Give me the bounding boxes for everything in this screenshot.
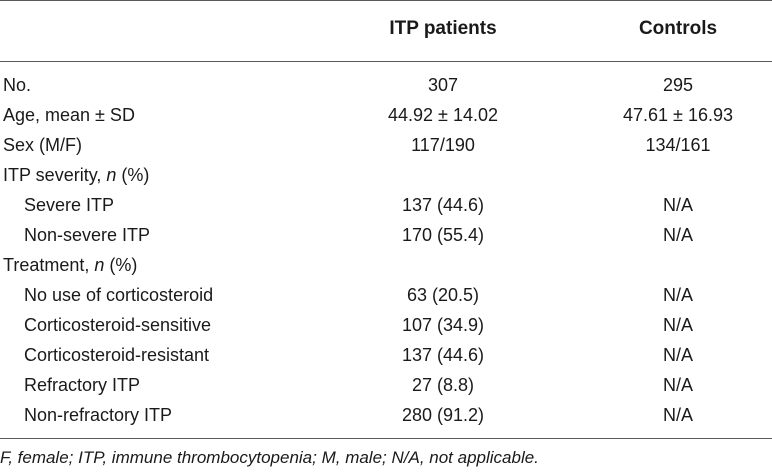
table-top-rule: [0, 0, 772, 1]
itp-value: 117/190: [411, 135, 475, 155]
itp-value: 44.92 ± 14.02: [388, 105, 498, 125]
itp-value: 137 (44.6): [401, 195, 485, 215]
row-label-text: Treatment,: [3, 255, 95, 275]
itp-value: 137 (44.6): [401, 345, 485, 365]
itp-value: 27 (8.8): [411, 375, 475, 395]
table-bottom-rule: [0, 438, 772, 439]
controls-value: N/A: [662, 375, 693, 395]
controls-value: N/A: [662, 225, 693, 245]
controls-value: N/A: [662, 405, 693, 425]
itp-value: 107 (34.9): [401, 315, 485, 335]
table-row: Sex (M/F) 117/190 134/161: [0, 130, 772, 160]
table-row: Refractory ITP 27 (8.8) N/A: [0, 370, 772, 400]
row-label: No.: [3, 75, 32, 95]
table-header-rule: [0, 61, 772, 62]
row-label-italic: n: [106, 165, 117, 185]
row-label: Corticosteroid-resistant: [24, 345, 210, 365]
row-label: ITP severity, n (%): [3, 160, 149, 190]
controls-value: 134/161: [645, 135, 711, 155]
row-label: Age, mean ± SD: [3, 105, 135, 125]
controls-value: 295: [662, 75, 694, 95]
row-label-italic: n: [94, 255, 105, 275]
row-label-suffix: (%): [116, 165, 150, 185]
itp-value: 170 (55.4): [401, 225, 485, 245]
row-label: Corticosteroid-sensitive: [24, 315, 212, 335]
row-label: No use of corticosteroid: [24, 285, 214, 305]
table-row: Age, mean ± SD 44.92 ± 14.02 47.61 ± 16.…: [0, 100, 772, 130]
table-row: Corticosteroid-sensitive 107 (34.9) N/A: [0, 310, 772, 340]
controls-value: N/A: [662, 285, 693, 305]
table-row: No. 307 295: [0, 70, 772, 100]
table-row: Non-refractory ITP 280 (91.2) N/A: [0, 400, 772, 430]
row-label: Refractory ITP: [24, 375, 141, 395]
itp-value: 63 (20.5): [406, 285, 480, 305]
table-row-section-header: Treatment, n (%): [0, 250, 772, 280]
row-label: Non-refractory ITP: [24, 405, 173, 425]
row-label: Treatment, n (%): [3, 250, 137, 280]
table-row: Severe ITP 137 (44.6) N/A: [0, 190, 772, 220]
controls-value: N/A: [662, 195, 693, 215]
row-label: Sex (M/F): [3, 135, 82, 155]
controls-value: N/A: [662, 345, 693, 365]
row-label: Severe ITP: [24, 195, 115, 215]
row-label-suffix: (%): [104, 255, 138, 275]
controls-value: N/A: [662, 315, 693, 335]
table-row: Corticosteroid-resistant 137 (44.6) N/A: [0, 340, 772, 370]
itp-value: 280 (91.2): [401, 405, 485, 425]
table-footnote: F, female; ITP, immune thrombocytopenia;…: [0, 448, 539, 467]
table-row: No use of corticosteroid 63 (20.5) N/A: [0, 280, 772, 310]
row-label: Non-severe ITP: [24, 225, 151, 245]
itp-value: 307: [427, 75, 459, 95]
column-header-controls: Controls: [638, 18, 718, 39]
table-row-section-header: ITP severity, n (%): [0, 160, 772, 190]
controls-value: 47.61 ± 16.93: [623, 105, 733, 125]
column-header-itp-patients: ITP patients: [389, 18, 497, 39]
table-row: Non-severe ITP 170 (55.4) N/A: [0, 220, 772, 250]
table-body: No. 307 295 Age, mean ± SD 44.92 ± 14.02…: [0, 70, 772, 430]
row-label-text: ITP severity,: [3, 165, 107, 185]
